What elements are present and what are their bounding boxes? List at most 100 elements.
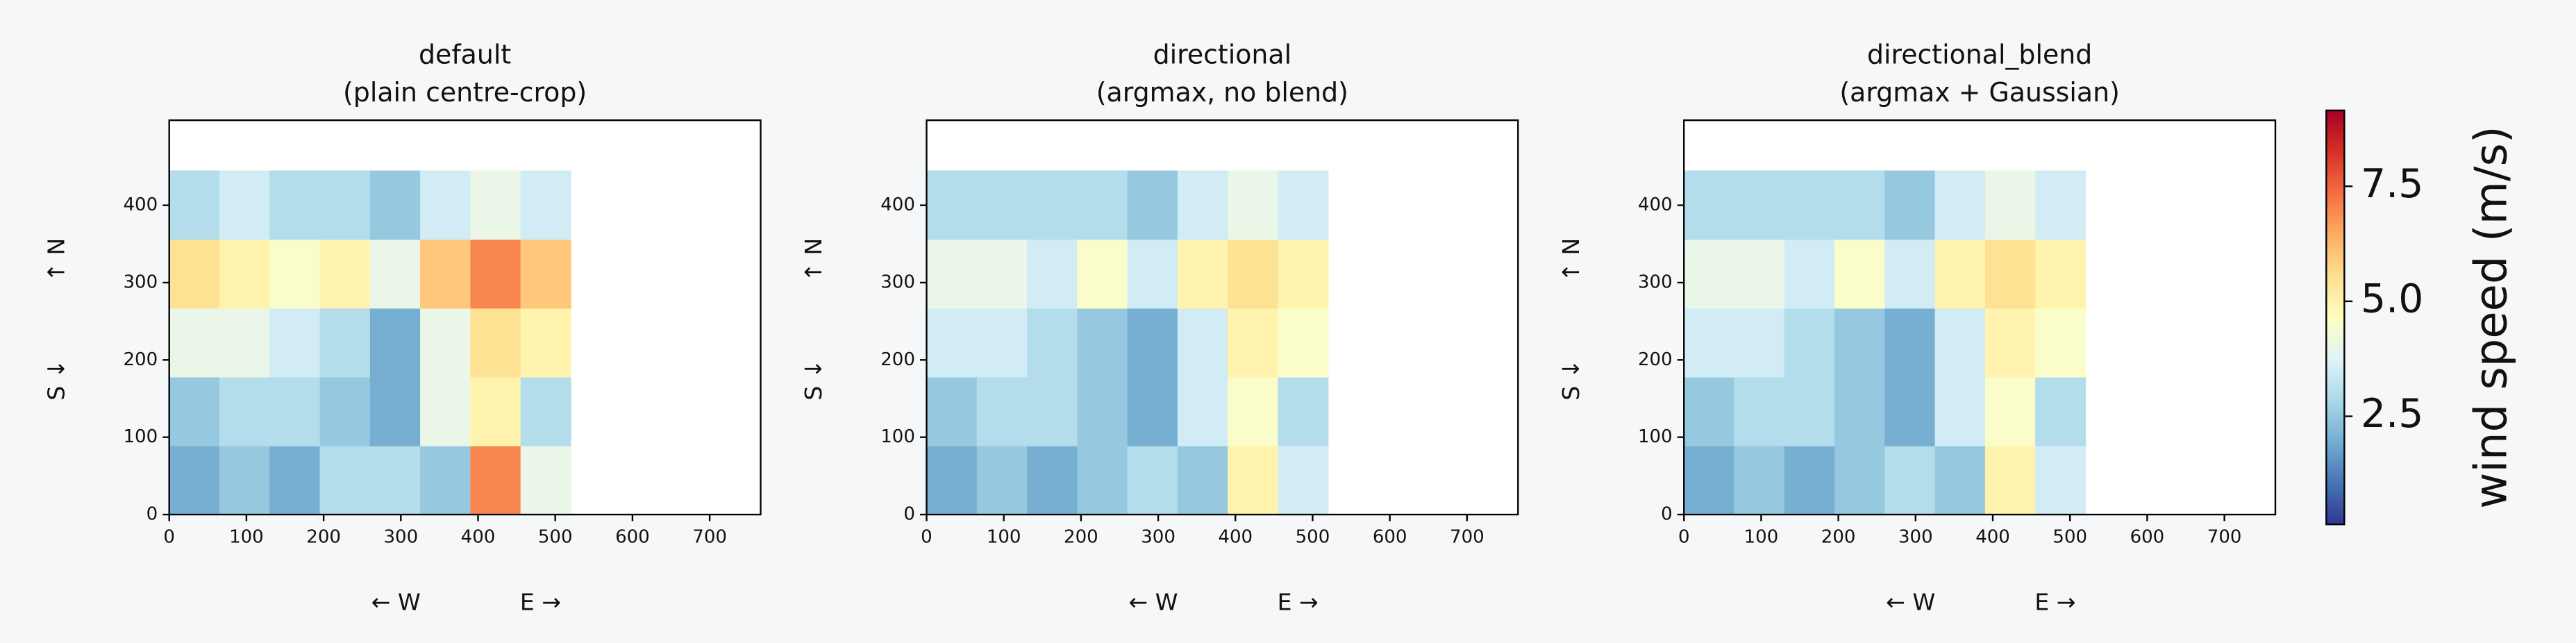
heatmap-cell: [1984, 308, 2036, 378]
heatmap-cell: [269, 445, 321, 515]
heatmap-cell: [2035, 170, 2086, 240]
heatmap-cell: [1984, 445, 2036, 515]
heatmap-cell: [369, 308, 421, 378]
colorbar-tick-label: 2.5: [2361, 391, 2423, 437]
heatmap-cell: [1834, 308, 1886, 378]
y-tick-label: 0: [1661, 504, 1673, 525]
heatmap-cell: [520, 445, 571, 515]
heatmap-cell: [1278, 170, 1329, 240]
heatmap-cell: [520, 170, 571, 240]
heatmap-cell: [2035, 239, 2086, 309]
colorbar-tick-label: 5.0: [2361, 276, 2423, 322]
heatmap-cell: [269, 239, 321, 309]
heatmap-cell: [1077, 445, 1128, 515]
y-tick-label: 0: [147, 504, 158, 525]
heatmap-cell: [976, 170, 1028, 240]
title: (plain centre-crop): [343, 77, 587, 108]
title: default: [419, 39, 511, 69]
y-tick-label: 400: [123, 194, 158, 215]
heatmap-cell: [1077, 376, 1128, 446]
heatmap-cell: [1027, 308, 1078, 378]
y-label: ↑ N: [42, 238, 69, 282]
heatmap-cell: [1734, 239, 1785, 309]
heatmap-cell: [169, 308, 220, 378]
heatmap-cell: [470, 445, 521, 515]
heatmap-cell: [470, 308, 521, 378]
heatmap-cell: [1934, 376, 1986, 446]
x-tick-label: 200: [306, 527, 341, 548]
heatmap-cell: [219, 376, 270, 446]
x-tick-label: 0: [163, 527, 175, 548]
y-tick-label: 200: [880, 349, 915, 370]
heatmap-cell: [926, 308, 978, 378]
colorbar-tick-label: 7.5: [2361, 161, 2423, 207]
x-tick-label: 0: [921, 527, 932, 548]
heatmap-cell: [976, 239, 1028, 309]
y-tick-label: 200: [1638, 349, 1673, 370]
heatmap-cell: [420, 376, 471, 446]
axes-frame: [926, 119, 1519, 516]
heatmap-cell: [1278, 308, 1329, 378]
heatmap-cell: [1278, 376, 1329, 446]
x-tick-label: 700: [2207, 527, 2242, 548]
heatmap-cell: [1784, 445, 1835, 515]
heatmap-cell: [470, 376, 521, 446]
heatmap-cell: [219, 239, 270, 309]
heatmap-cell: [219, 308, 270, 378]
heatmap-cell: [420, 170, 471, 240]
heatmap-cell: [269, 376, 321, 446]
heatmap-cell: [1934, 239, 1986, 309]
heatmap-cell: [1027, 445, 1078, 515]
x-tick-label: 300: [1898, 527, 1933, 548]
x-tick-label: 500: [2052, 527, 2087, 548]
x-tick-label: 100: [987, 527, 1021, 548]
colorbar: [2325, 109, 2345, 526]
heatmap-cell: [420, 308, 471, 378]
heatmap-cell: [1027, 376, 1078, 446]
y-tick-label: 300: [1638, 272, 1673, 292]
heatmap-cell: [1784, 376, 1835, 446]
heatmap-cell: [1127, 445, 1178, 515]
heatmap-cell: [1834, 239, 1886, 309]
x-label: ← W: [1128, 588, 1178, 615]
heatmap-cell: [520, 308, 571, 378]
heatmap-cell: [2035, 376, 2086, 446]
y-tick-label: 300: [880, 272, 915, 292]
heatmap-cell: [976, 308, 1028, 378]
heatmap-cell: [219, 445, 270, 515]
heatmap-cell: [1177, 239, 1228, 309]
heatmap-cell: [319, 239, 371, 309]
heatmap-cell: [520, 376, 571, 446]
heatmap-cell: [1784, 308, 1835, 378]
heatmap-cell: [319, 445, 371, 515]
x-tick-label: 600: [2130, 527, 2165, 548]
heatmap-cell: [926, 445, 978, 515]
heatmap-cell: [369, 170, 421, 240]
x-tick-label: 400: [461, 527, 496, 548]
heatmap-cell: [1228, 308, 1279, 378]
title: directional: [1153, 39, 1292, 69]
y-tick-label: 400: [1638, 194, 1673, 215]
heatmap-cell: [1077, 170, 1128, 240]
heatmap-cell: [1984, 239, 2036, 309]
x-tick-label: 300: [1141, 527, 1176, 548]
heatmap-cell: [1834, 376, 1886, 446]
heatmap-cell: [1734, 376, 1785, 446]
heatmap-cell: [1784, 239, 1835, 309]
y-tick-label: 100: [880, 426, 915, 447]
heatmap-cell: [520, 239, 571, 309]
heatmap-cell: [1984, 170, 2036, 240]
heatmap-cell: [169, 445, 220, 515]
y-tick-label: 400: [880, 194, 915, 215]
title: (argmax + Gaussian): [1839, 77, 2119, 108]
y-tick-label: 100: [1638, 426, 1673, 447]
heatmap-cell: [369, 445, 421, 515]
title: (argmax, no blend): [1096, 77, 1348, 108]
heatmap-cell: [1734, 445, 1785, 515]
heatmap-cell: [1684, 239, 1735, 309]
heatmap-cell: [1834, 170, 1886, 240]
y-tick-label: 300: [123, 272, 158, 292]
x-tick-label: 200: [1821, 527, 1856, 548]
heatmap-cell: [1884, 308, 1936, 378]
